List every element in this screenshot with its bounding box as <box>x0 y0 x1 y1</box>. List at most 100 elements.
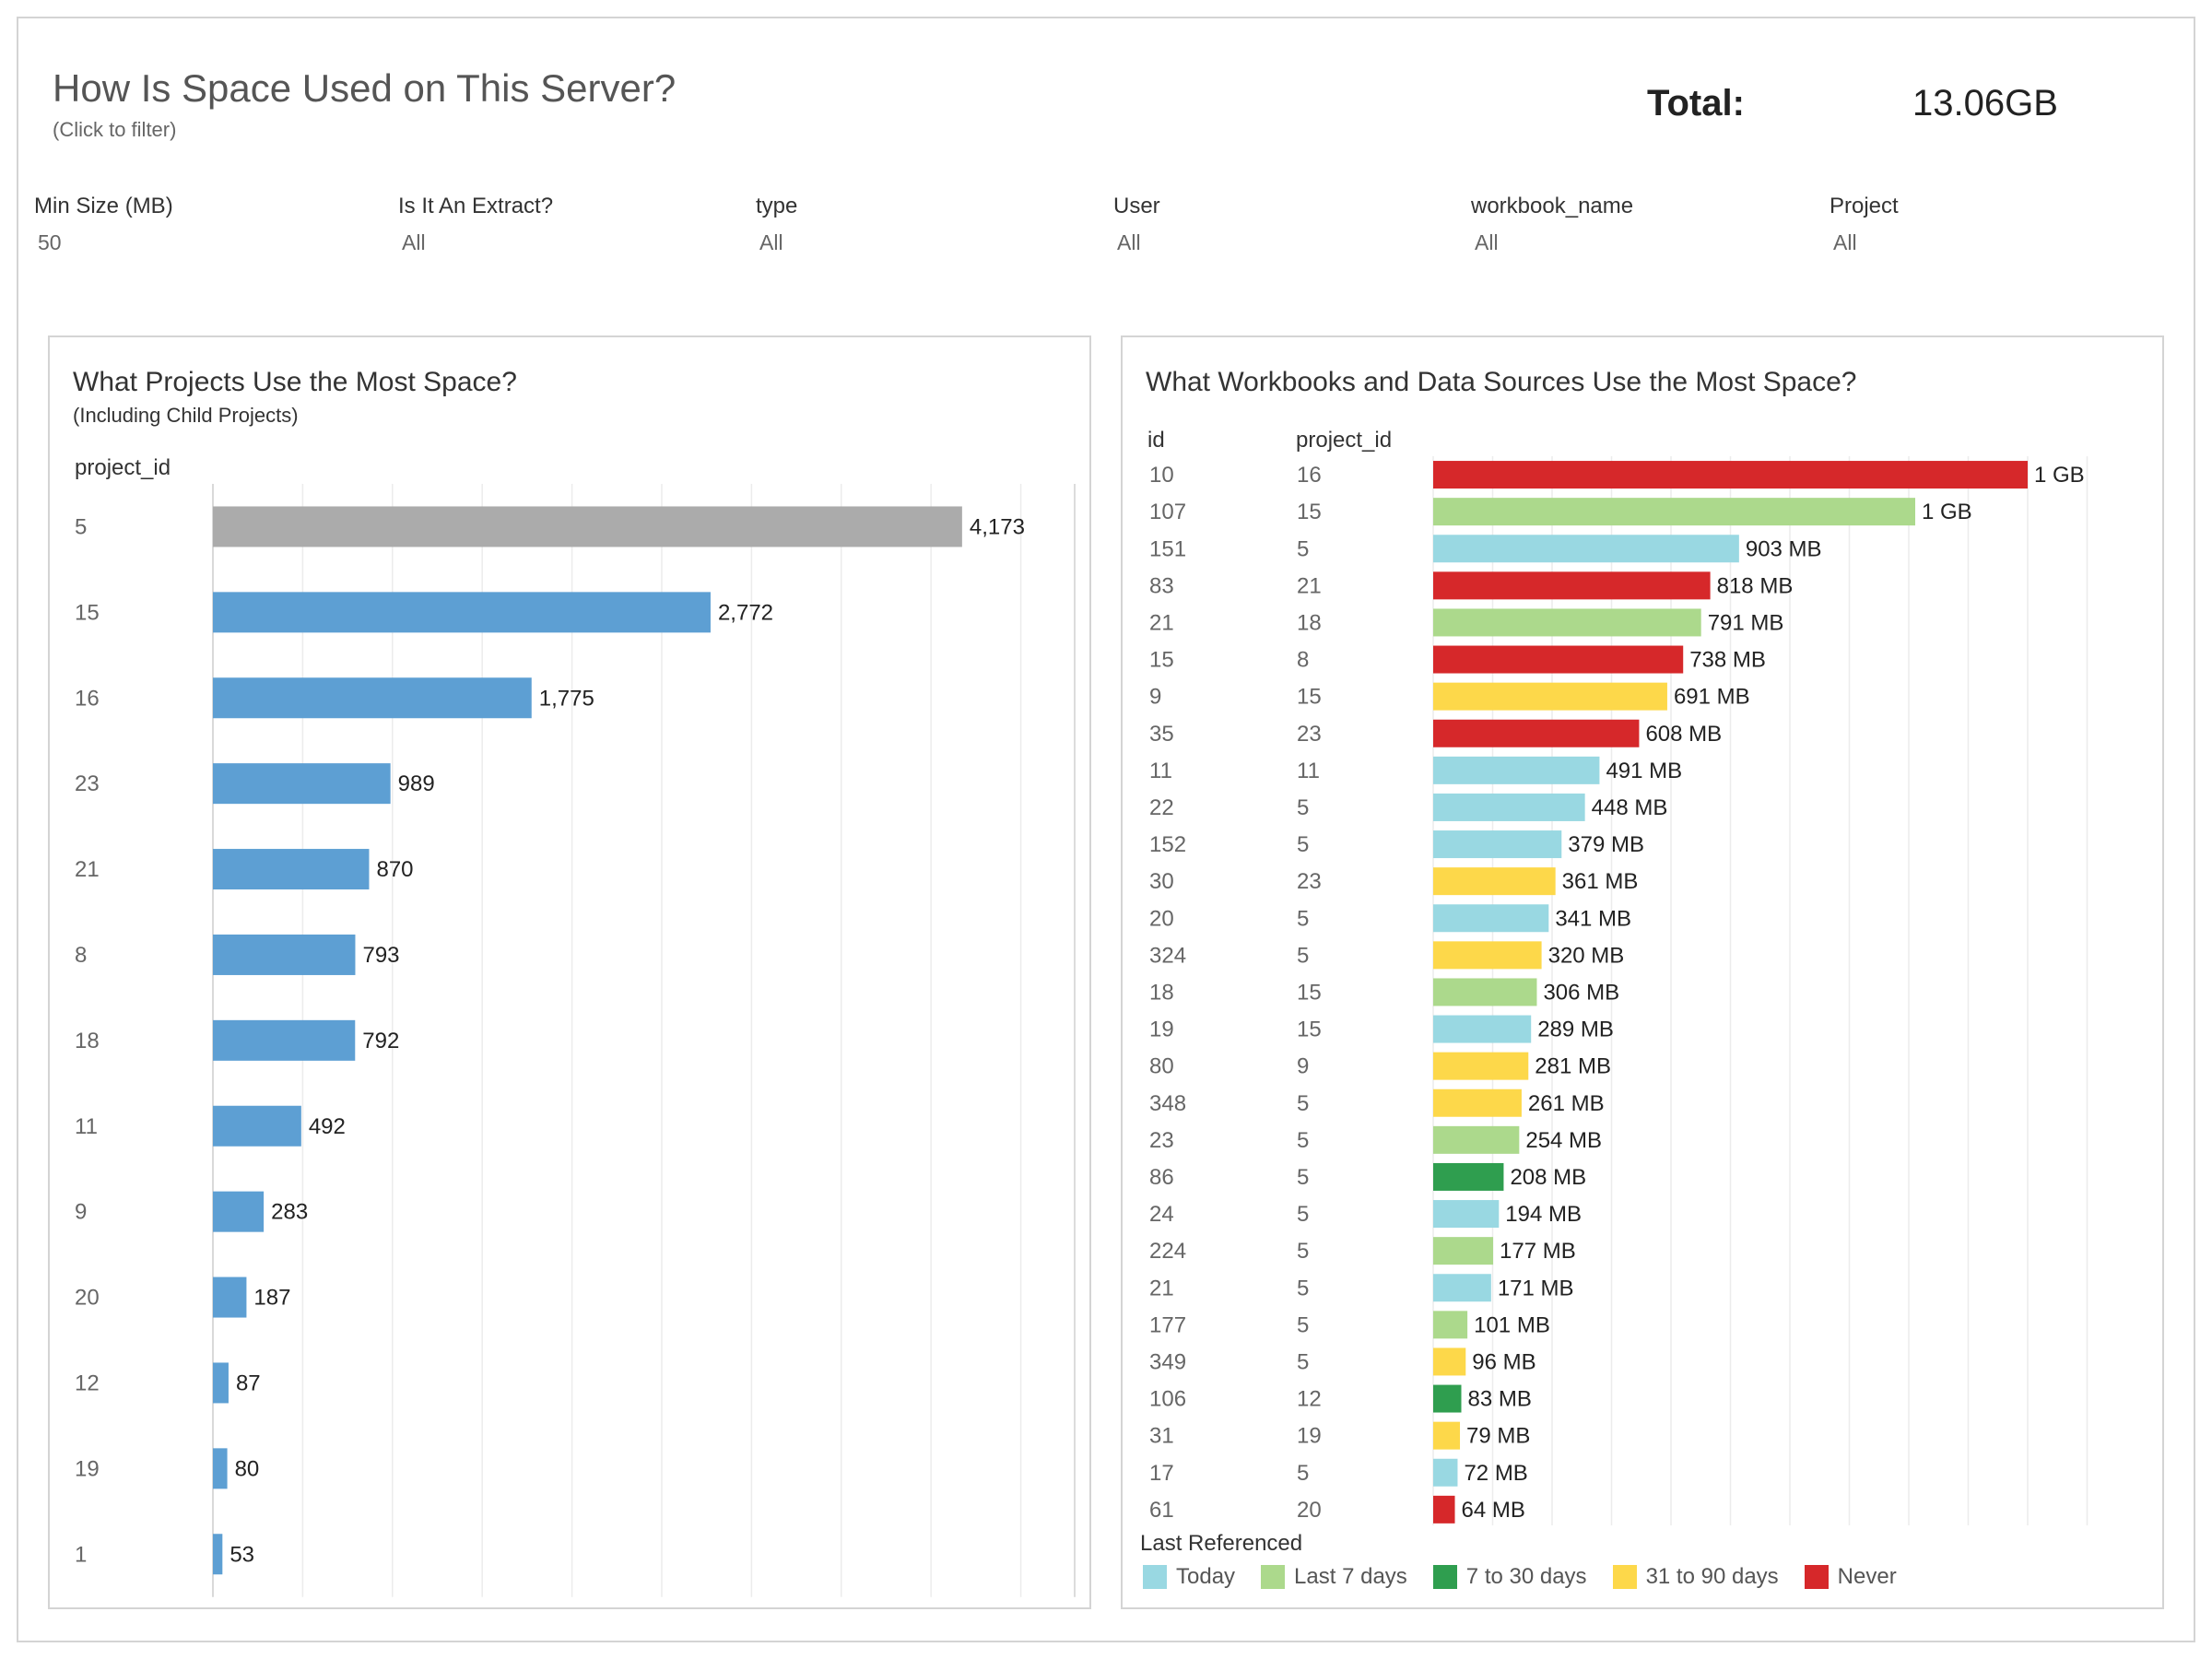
filter-label: type <box>756 194 798 218</box>
bar[interactable] <box>1433 535 1739 563</box>
bar[interactable] <box>1433 461 2028 489</box>
bar[interactable] <box>1433 1052 1529 1080</box>
bar[interactable] <box>1433 571 1711 600</box>
row-id: 151 <box>1149 536 1186 561</box>
legend-item[interactable]: Last 7 days <box>1261 1564 1407 1590</box>
bar[interactable] <box>1433 1237 1494 1265</box>
row-project-id: 12 <box>1297 1387 1322 1412</box>
bar[interactable] <box>213 1448 228 1489</box>
category-label: 12 <box>75 1371 100 1395</box>
row-project-id: 20 <box>1297 1498 1322 1523</box>
bar[interactable] <box>1433 1311 1468 1339</box>
data-label: 608 MB <box>1645 722 1722 747</box>
row-project-id: 5 <box>1297 1091 1309 1116</box>
workbooks-project-id-header: project_id <box>1296 428 1393 453</box>
data-label: 989 <box>398 771 435 796</box>
bar[interactable] <box>1433 645 1684 674</box>
bar[interactable] <box>1433 682 1667 711</box>
filter-is-extract[interactable]: Is It An Extract? All <box>398 194 553 255</box>
data-label: 177 MB <box>1500 1239 1576 1264</box>
bar[interactable] <box>213 1191 265 1232</box>
filter-min-size[interactable]: Min Size (MB) 50 <box>34 194 173 255</box>
bar[interactable] <box>1433 608 1701 637</box>
row-id: 83 <box>1149 573 1174 598</box>
data-label: 80 <box>235 1456 260 1481</box>
filter-value[interactable]: All <box>759 230 783 254</box>
legend-item[interactable]: Today <box>1143 1564 1235 1590</box>
data-label: 691 MB <box>1674 685 1750 710</box>
legend-item[interactable]: Never <box>1804 1564 1897 1590</box>
bar[interactable] <box>1433 498 1915 526</box>
bar[interactable] <box>213 1105 301 1147</box>
row-project-id: 15 <box>1297 980 1322 1005</box>
bar[interactable] <box>1433 793 1585 821</box>
bar[interactable] <box>1433 1200 1500 1229</box>
row-project-id: 5 <box>1297 1128 1309 1153</box>
bar[interactable] <box>213 934 356 975</box>
bar[interactable] <box>213 849 370 890</box>
filter-user[interactable]: User All <box>1113 194 1160 255</box>
bar[interactable] <box>1433 756 1600 784</box>
data-label: 793 <box>362 943 399 968</box>
bar[interactable] <box>213 1277 247 1318</box>
data-label: 341 MB <box>1555 906 1631 931</box>
bar[interactable] <box>213 592 711 633</box>
bar[interactable] <box>213 506 962 547</box>
data-label: 379 MB <box>1568 832 1644 857</box>
bar[interactable] <box>213 763 391 805</box>
bar[interactable] <box>1433 1495 1455 1524</box>
category-label: 21 <box>75 857 100 882</box>
filter-value[interactable]: All <box>1475 230 1499 254</box>
category-label: 9 <box>75 1200 87 1225</box>
row-project-id: 5 <box>1297 795 1309 820</box>
filter-value[interactable]: All <box>1833 230 1857 254</box>
data-label: 306 MB <box>1543 980 1619 1005</box>
row-id: 349 <box>1149 1349 1186 1374</box>
bar[interactable] <box>1433 1015 1532 1043</box>
filter-workbook-name[interactable]: workbook_name All <box>1471 194 1633 255</box>
category-label: 1 <box>75 1542 87 1567</box>
bar[interactable] <box>1433 978 1537 1006</box>
data-label: 1 GB <box>1922 500 1972 524</box>
bar[interactable] <box>1433 1347 1466 1376</box>
row-id: 61 <box>1149 1498 1174 1523</box>
bar[interactable] <box>1433 1458 1458 1487</box>
bar[interactable] <box>1433 867 1556 896</box>
filter-label: workbook_name <box>1471 194 1634 218</box>
legend-item[interactable]: 7 to 30 days <box>1432 1564 1587 1590</box>
data-label: 289 MB <box>1537 1018 1614 1042</box>
data-label: 791 MB <box>1708 610 1784 635</box>
bar[interactable] <box>1433 1162 1504 1191</box>
legend-item[interactable]: 31 to 90 days <box>1612 1564 1779 1590</box>
filter-value[interactable]: 50 <box>38 230 62 254</box>
row-id: 86 <box>1149 1165 1174 1190</box>
filter-type[interactable]: type All <box>756 194 797 255</box>
filter-value[interactable]: All <box>402 230 426 254</box>
category-label: 8 <box>75 943 87 968</box>
legend-swatch <box>1612 1565 1637 1589</box>
bar[interactable] <box>1433 1421 1461 1450</box>
bar[interactable] <box>1433 1274 1491 1302</box>
row-id: 23 <box>1149 1128 1174 1153</box>
bar[interactable] <box>1433 1088 1522 1117</box>
bar[interactable] <box>213 677 532 719</box>
row-id: 106 <box>1149 1387 1186 1412</box>
row-id: 18 <box>1149 980 1174 1005</box>
data-label: 194 MB <box>1505 1202 1582 1227</box>
bar[interactable] <box>1433 719 1640 747</box>
filter-value[interactable]: All <box>1117 230 1141 254</box>
filter-project[interactable]: Project All <box>1830 194 1899 255</box>
total-value: 13.06GB <box>1912 83 2058 124</box>
bar[interactable] <box>1433 941 1542 970</box>
bar[interactable] <box>1433 1125 1520 1154</box>
bar[interactable] <box>213 1534 223 1575</box>
bar[interactable] <box>1433 1384 1462 1413</box>
bar[interactable] <box>213 1362 229 1404</box>
bar[interactable] <box>213 1019 356 1061</box>
filter-label: Is It An Extract? <box>398 194 554 218</box>
row-id: 30 <box>1149 869 1174 894</box>
bar[interactable] <box>1433 830 1562 859</box>
row-id: 15 <box>1149 648 1174 673</box>
bar[interactable] <box>1433 904 1549 933</box>
